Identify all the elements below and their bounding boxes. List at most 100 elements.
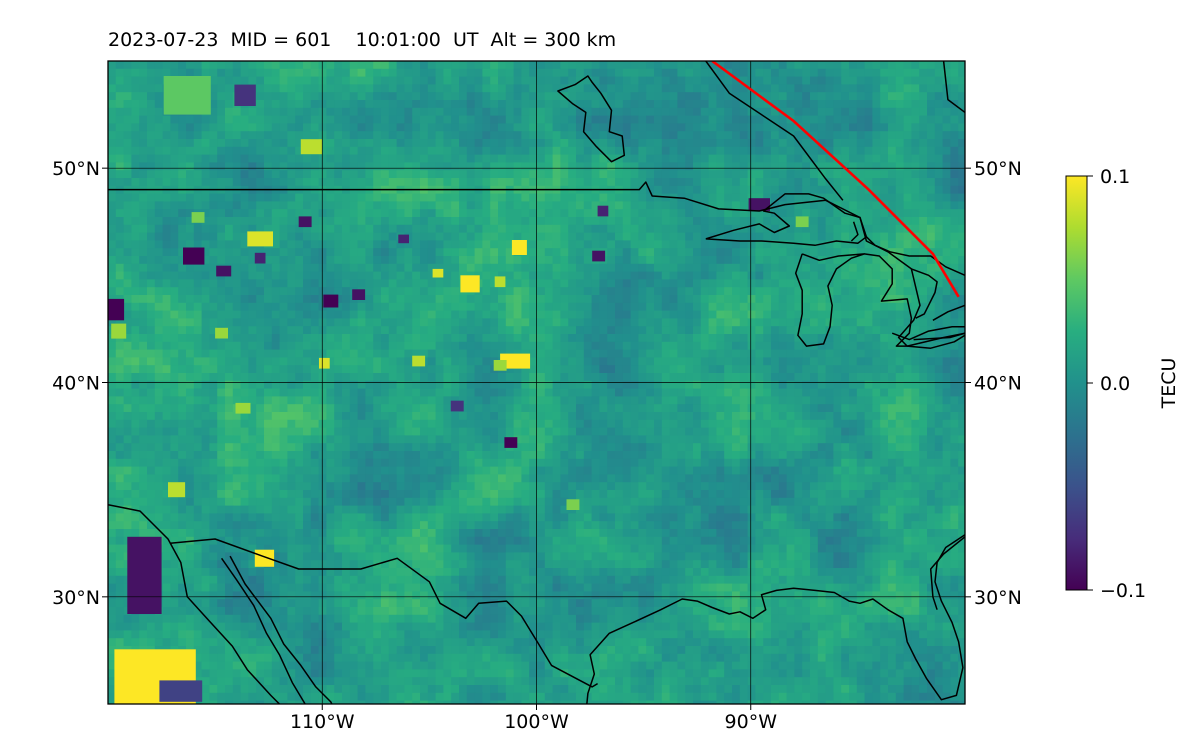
heat-cell xyxy=(591,84,600,93)
heat-cell xyxy=(786,334,795,343)
heat-cell xyxy=(911,373,920,382)
heat-cell xyxy=(693,380,702,390)
heat-cell xyxy=(108,341,117,351)
heat-cell xyxy=(381,240,390,249)
heat-cell xyxy=(490,76,499,85)
heat-cell xyxy=(724,232,733,241)
heat-cell xyxy=(443,326,452,335)
heat-cell xyxy=(708,201,717,210)
heat-cell xyxy=(630,201,639,210)
heat-cell xyxy=(342,412,351,421)
heat-cell xyxy=(318,365,327,374)
heat-cell xyxy=(950,68,959,78)
heat-cell xyxy=(193,373,203,382)
heat-cell xyxy=(888,139,897,148)
heat-cell xyxy=(895,248,905,257)
heat-cell xyxy=(700,287,710,296)
heat-cell xyxy=(872,248,881,257)
heat-cell xyxy=(217,248,226,257)
heat-cell xyxy=(412,263,421,273)
heat-cell xyxy=(950,349,959,358)
heat-cell xyxy=(911,256,920,265)
heat-cell xyxy=(599,84,608,93)
heat-cell xyxy=(201,217,210,226)
heat-cell xyxy=(817,84,827,93)
heat-cell xyxy=(911,224,920,234)
heat-cell xyxy=(654,154,663,163)
heat-cell xyxy=(295,131,304,140)
heat-cell xyxy=(669,341,678,351)
heat-cell xyxy=(451,302,460,312)
heat-cell xyxy=(256,193,265,202)
heat-cell xyxy=(170,170,179,179)
heat-cell xyxy=(334,201,343,210)
heat-cell xyxy=(732,178,741,187)
heat-cell xyxy=(240,310,249,319)
heat-cell xyxy=(599,263,608,273)
heat-cell xyxy=(849,302,858,312)
heat-cell xyxy=(271,193,281,202)
heat-cell xyxy=(833,100,842,109)
heat-cell xyxy=(669,334,678,343)
heat-cell xyxy=(271,201,281,210)
heat-cell xyxy=(529,349,538,358)
heat-cell xyxy=(794,240,803,249)
heat-cell xyxy=(872,178,881,187)
heat-cell xyxy=(630,92,639,101)
heat-cell xyxy=(583,115,593,124)
heat-cell xyxy=(677,76,686,85)
heat-cell xyxy=(217,100,226,109)
heat-cell xyxy=(240,61,249,70)
heat-cell xyxy=(178,279,187,288)
heat-cell xyxy=(747,302,756,312)
heat-cell xyxy=(849,154,858,163)
heat-cell xyxy=(591,271,600,280)
heat-cell xyxy=(498,404,507,413)
heat-cell xyxy=(677,217,686,226)
heat-cell xyxy=(115,107,125,117)
heat-cell xyxy=(958,279,965,288)
heat-cell xyxy=(108,380,117,390)
heat-cell xyxy=(310,365,320,374)
heat-cell xyxy=(864,396,873,405)
heat-cell xyxy=(225,107,234,117)
heat-cell xyxy=(661,232,671,241)
heat-cell xyxy=(256,162,265,171)
heat-cell xyxy=(763,185,772,195)
heat-cell xyxy=(404,256,413,265)
heat-cell xyxy=(357,224,366,234)
heat-cell xyxy=(560,279,569,288)
heat-cell xyxy=(568,396,577,405)
heat-cell xyxy=(778,248,788,257)
heat-cell xyxy=(802,76,811,85)
heat-cell xyxy=(685,115,694,124)
heat-cell xyxy=(404,107,413,117)
heat-cell xyxy=(739,302,749,312)
heat-cell xyxy=(264,287,273,296)
heat-cell xyxy=(482,68,491,78)
heat-cell xyxy=(435,287,444,296)
heat-cell xyxy=(872,107,881,117)
heat-cell xyxy=(841,84,850,93)
heat-cell xyxy=(950,404,959,413)
heat-cell xyxy=(498,295,507,304)
heat-cell xyxy=(763,107,772,117)
heat-cell xyxy=(108,76,117,85)
heat-cell xyxy=(537,256,546,265)
heat-cell xyxy=(817,248,827,257)
heat-cell xyxy=(856,100,866,109)
heat-cell xyxy=(381,154,390,163)
heat-cell xyxy=(693,154,702,163)
heat-cell xyxy=(560,240,569,249)
heat-cell xyxy=(942,326,951,335)
heat-cell xyxy=(310,388,320,397)
heat-cell xyxy=(872,84,881,93)
heat-cell xyxy=(817,373,827,382)
heat-cell xyxy=(895,193,905,202)
heat-cell xyxy=(498,302,507,312)
heat-cell xyxy=(622,131,632,140)
heat-cell xyxy=(849,162,858,171)
heat-cell xyxy=(443,341,452,351)
heat-cell xyxy=(794,84,803,93)
heat-cell xyxy=(630,271,639,280)
